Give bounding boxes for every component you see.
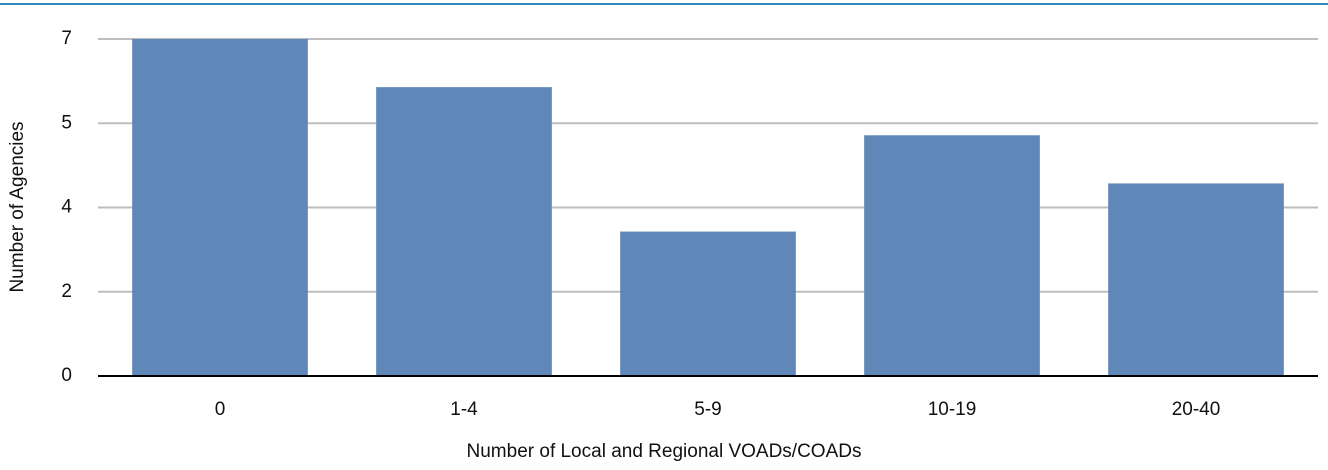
- bar: [1108, 183, 1284, 376]
- bar: [620, 231, 796, 376]
- x-tick-label: 1-4: [450, 399, 478, 420]
- y-tick-label: 0: [61, 365, 72, 386]
- bar: [132, 39, 308, 376]
- x-tick-label: 20-40: [1172, 399, 1221, 420]
- top-rule: [0, 3, 1328, 5]
- x-tick-label: 5-9: [694, 399, 721, 420]
- y-axis-title: Number of Agencies: [7, 121, 28, 292]
- x-tick-label: 10-19: [928, 399, 977, 420]
- y-tick-label: 7: [61, 28, 72, 49]
- bar: [864, 135, 1040, 376]
- x-tick-label: 0: [215, 399, 226, 420]
- y-tick-label: 4: [61, 197, 72, 218]
- y-tick-label: 2: [61, 281, 72, 302]
- y-tick-label: 5: [61, 112, 72, 133]
- bar: [376, 87, 552, 377]
- x-axis-title: Number of Local and Regional VOADs/COADs: [467, 441, 862, 462]
